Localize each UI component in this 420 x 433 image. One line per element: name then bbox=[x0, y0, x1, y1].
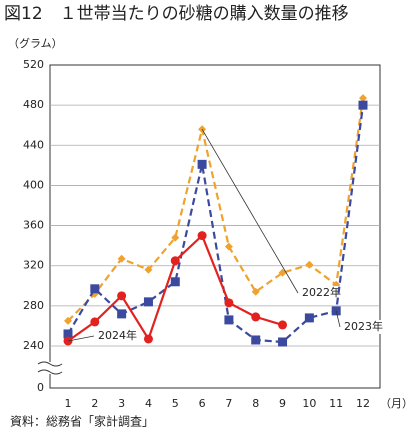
y-tick-label: 240 bbox=[23, 339, 44, 352]
leader-line bbox=[335, 310, 341, 328]
x-tick-label: 1 bbox=[65, 397, 72, 410]
marker bbox=[251, 335, 261, 345]
marker bbox=[224, 315, 234, 325]
marker bbox=[90, 317, 100, 327]
source: 資料：総務省「家計調査」 bbox=[10, 414, 154, 429]
x-tick-label: 2 bbox=[91, 397, 98, 410]
y-tick-label: 360 bbox=[23, 219, 44, 232]
axis-break bbox=[37, 361, 63, 375]
series-label: 2022年 bbox=[302, 285, 341, 299]
marker bbox=[170, 256, 180, 266]
marker bbox=[63, 329, 73, 339]
x-tick-label: 6 bbox=[199, 397, 206, 410]
y-tick-label: 520 bbox=[23, 58, 44, 71]
marker bbox=[144, 265, 153, 274]
marker bbox=[278, 337, 288, 347]
marker bbox=[305, 260, 314, 269]
leader-line bbox=[67, 335, 95, 342]
plot-frame bbox=[49, 64, 381, 389]
marker bbox=[197, 231, 207, 241]
marker bbox=[197, 159, 207, 169]
marker bbox=[359, 94, 367, 103]
label-bg bbox=[300, 286, 340, 300]
chart-title: 図12 １世帯当たりの砂糖の購入数量の推移 bbox=[4, 4, 349, 24]
y-axis-label: （グラム） bbox=[8, 36, 63, 50]
marker bbox=[304, 313, 314, 323]
marker bbox=[358, 100, 368, 110]
x-axis-label: （月） bbox=[380, 397, 413, 410]
x-tick-label: 11 bbox=[329, 397, 343, 410]
label-bg bbox=[342, 320, 382, 334]
marker bbox=[224, 298, 234, 308]
series-label: 2023年 bbox=[344, 319, 383, 333]
x-tick-label: 8 bbox=[252, 397, 259, 410]
marker bbox=[251, 287, 260, 296]
marker bbox=[170, 277, 180, 287]
x-tick-label: 10 bbox=[302, 397, 316, 410]
y-tick-label: 320 bbox=[23, 259, 44, 272]
y-tick-label: 440 bbox=[23, 138, 44, 151]
axis-break-gap bbox=[38, 362, 62, 374]
x-tick-label: 3 bbox=[118, 397, 125, 410]
y-tick-label: 0 bbox=[37, 381, 44, 394]
marker bbox=[171, 233, 180, 242]
x-tick-label: 4 bbox=[145, 397, 152, 410]
x-tick-label: 7 bbox=[225, 397, 232, 410]
marker bbox=[64, 316, 72, 325]
marker bbox=[143, 297, 153, 307]
label-bg bbox=[96, 329, 136, 343]
marker bbox=[278, 320, 288, 330]
marker bbox=[224, 242, 233, 251]
marker bbox=[117, 254, 126, 263]
marker bbox=[251, 312, 261, 322]
x-tick-label: 12 bbox=[356, 397, 370, 410]
leader-line bbox=[201, 129, 299, 294]
y-tick-label: 480 bbox=[23, 98, 44, 111]
marker bbox=[143, 334, 153, 344]
x-tick-label: 9 bbox=[279, 397, 286, 410]
y-tick-label: 400 bbox=[23, 178, 44, 191]
marker bbox=[117, 309, 127, 319]
series-label: 2024年 bbox=[98, 328, 137, 342]
series-line bbox=[67, 97, 365, 322]
y-tick-label: 280 bbox=[23, 299, 44, 312]
marker bbox=[90, 284, 100, 294]
marker bbox=[117, 291, 127, 301]
x-tick-label: 5 bbox=[172, 397, 179, 410]
